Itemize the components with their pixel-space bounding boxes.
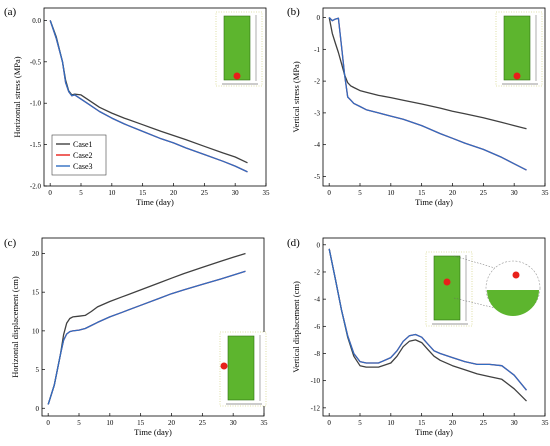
x-tick-label: 25 [201, 189, 209, 197]
panel-label: (b) [287, 6, 300, 18]
x-tick-label: 35 [542, 419, 550, 427]
x-tick-label: 30 [230, 419, 238, 427]
x-axis-label: Time (day) [134, 427, 172, 437]
x-tick-label: 10 [106, 419, 114, 427]
x-tick-label: 10 [387, 419, 395, 427]
y-tick-label: -12 [311, 404, 321, 412]
zoom-monitoring-point [512, 271, 520, 279]
series-line-case2 [47, 270, 246, 405]
x-tick-label: 30 [511, 419, 519, 427]
legend-label: Case1 [73, 140, 93, 149]
y-tick-label: 20 [32, 250, 40, 258]
x-tick-label: 0 [48, 189, 52, 197]
x-axis-label: Time (day) [136, 197, 174, 207]
panel-label: (a) [4, 6, 17, 18]
x-tick-label: 35 [263, 189, 271, 197]
rock-block [503, 15, 531, 81]
x-tick-label: 10 [108, 189, 116, 197]
plot-frame [41, 237, 265, 417]
x-tick-label: 10 [387, 189, 395, 197]
y-tick-label: -10 [311, 377, 321, 385]
x-tick-label: 15 [418, 419, 426, 427]
x-tick-label: 20 [170, 189, 178, 197]
monitoring-point-marker [513, 72, 521, 80]
x-axis-label: Time (day) [415, 427, 453, 437]
x-tick-label: 20 [168, 419, 176, 427]
series-line-case3 [49, 20, 248, 173]
y-axis-label: Horizontal stress (MPa) [12, 56, 22, 137]
x-tick-label: 30 [232, 189, 240, 197]
y-tick-label: 0 [317, 14, 321, 22]
x-tick-label: 15 [418, 189, 426, 197]
monitoring-point-marker [233, 72, 241, 80]
y-axis-label: Vertical stress (MPa) [291, 61, 301, 132]
y-axis-label: Vertical displacement (cm) [291, 281, 301, 373]
x-axis-label: Time (day) [415, 197, 453, 207]
x-tick-label: 20 [449, 419, 457, 427]
chart-panel-d: (d) 0 5 10 15 20 25 30 35 0 -2 -4 -6 -8 -10 -12 Time (da… [287, 237, 549, 437]
x-tick-label: 5 [358, 189, 362, 197]
y-tick-label: -2.0 [30, 183, 42, 191]
x-tick-label: 30 [511, 189, 519, 197]
y-tick-label: 0 [317, 241, 321, 249]
y-tick-label: -4 [314, 141, 320, 149]
y-tick-label: 5 [36, 366, 40, 374]
y-axis-label: Horizontal displacement (cm) [10, 276, 20, 378]
y-tick-label: -2 [314, 78, 320, 86]
zoom-rock-segment [487, 290, 539, 316]
x-tick-label: 5 [79, 189, 83, 197]
panel-label: (c) [4, 237, 17, 249]
series-line-case1 [47, 252, 246, 405]
legend-label: Case3 [73, 162, 93, 171]
zoom-connector [453, 255, 496, 269]
y-tick-label: 0.0 [32, 17, 41, 25]
y-tick-label: -8 [314, 350, 320, 358]
y-tick-label: -0.5 [30, 58, 42, 66]
x-tick-label: 0 [327, 419, 331, 427]
y-tick-label: 0 [36, 405, 40, 413]
panel-label: (d) [287, 237, 300, 249]
x-tick-label: 0 [327, 189, 331, 197]
x-tick-label: 5 [358, 419, 362, 427]
x-tick-label: 15 [139, 189, 147, 197]
monitoring-point-marker [220, 362, 228, 370]
y-tick-label: -6 [314, 323, 320, 331]
y-tick-label: -5 [314, 173, 320, 181]
plot-frame [322, 237, 546, 417]
rock-block [223, 15, 251, 81]
x-tick-label: 25 [480, 419, 488, 427]
y-tick-label: -4 [314, 296, 320, 304]
x-tick-label: 35 [261, 419, 269, 427]
zoom-connector [453, 297, 496, 309]
y-tick-label: 10 [32, 327, 40, 335]
x-tick-label: 5 [77, 419, 81, 427]
x-tick-label: 15 [137, 419, 145, 427]
monitoring-point-marker [443, 278, 451, 286]
x-tick-label: 25 [199, 419, 207, 427]
x-tick-label: 0 [46, 419, 50, 427]
series-line-case1 [328, 17, 527, 130]
series-line-case3 [328, 17, 527, 171]
x-tick-label: 25 [480, 189, 488, 197]
rock-block [227, 335, 255, 401]
legend-label: Case2 [73, 151, 93, 160]
y-tick-label: -1.5 [30, 141, 42, 149]
chart-panel-b: (b) 0 5 10 15 20 25 30 35 0 -1 -2 -3 -4 -5 Time (day) Ve… [287, 6, 549, 207]
chart-panel-a: (a) 0 5 10 15 20 25 30 35 0.0 -0.5 -1.0 -1.5 -2.0 Time… [4, 6, 270, 207]
x-tick-label: 20 [449, 189, 457, 197]
y-tick-label: 15 [32, 289, 40, 297]
y-tick-label: -2 [314, 268, 320, 276]
plot-frame [43, 7, 267, 187]
series-line-case1 [328, 248, 527, 402]
x-tick-label: 35 [542, 189, 550, 197]
rock-block [433, 255, 461, 321]
y-tick-label: -1 [314, 46, 320, 54]
y-tick-label: -3 [314, 109, 320, 117]
series-line-case3 [47, 270, 246, 405]
plot-frame [322, 7, 546, 187]
series-line-case3 [328, 248, 528, 391]
y-tick-label: -1.0 [30, 100, 42, 108]
